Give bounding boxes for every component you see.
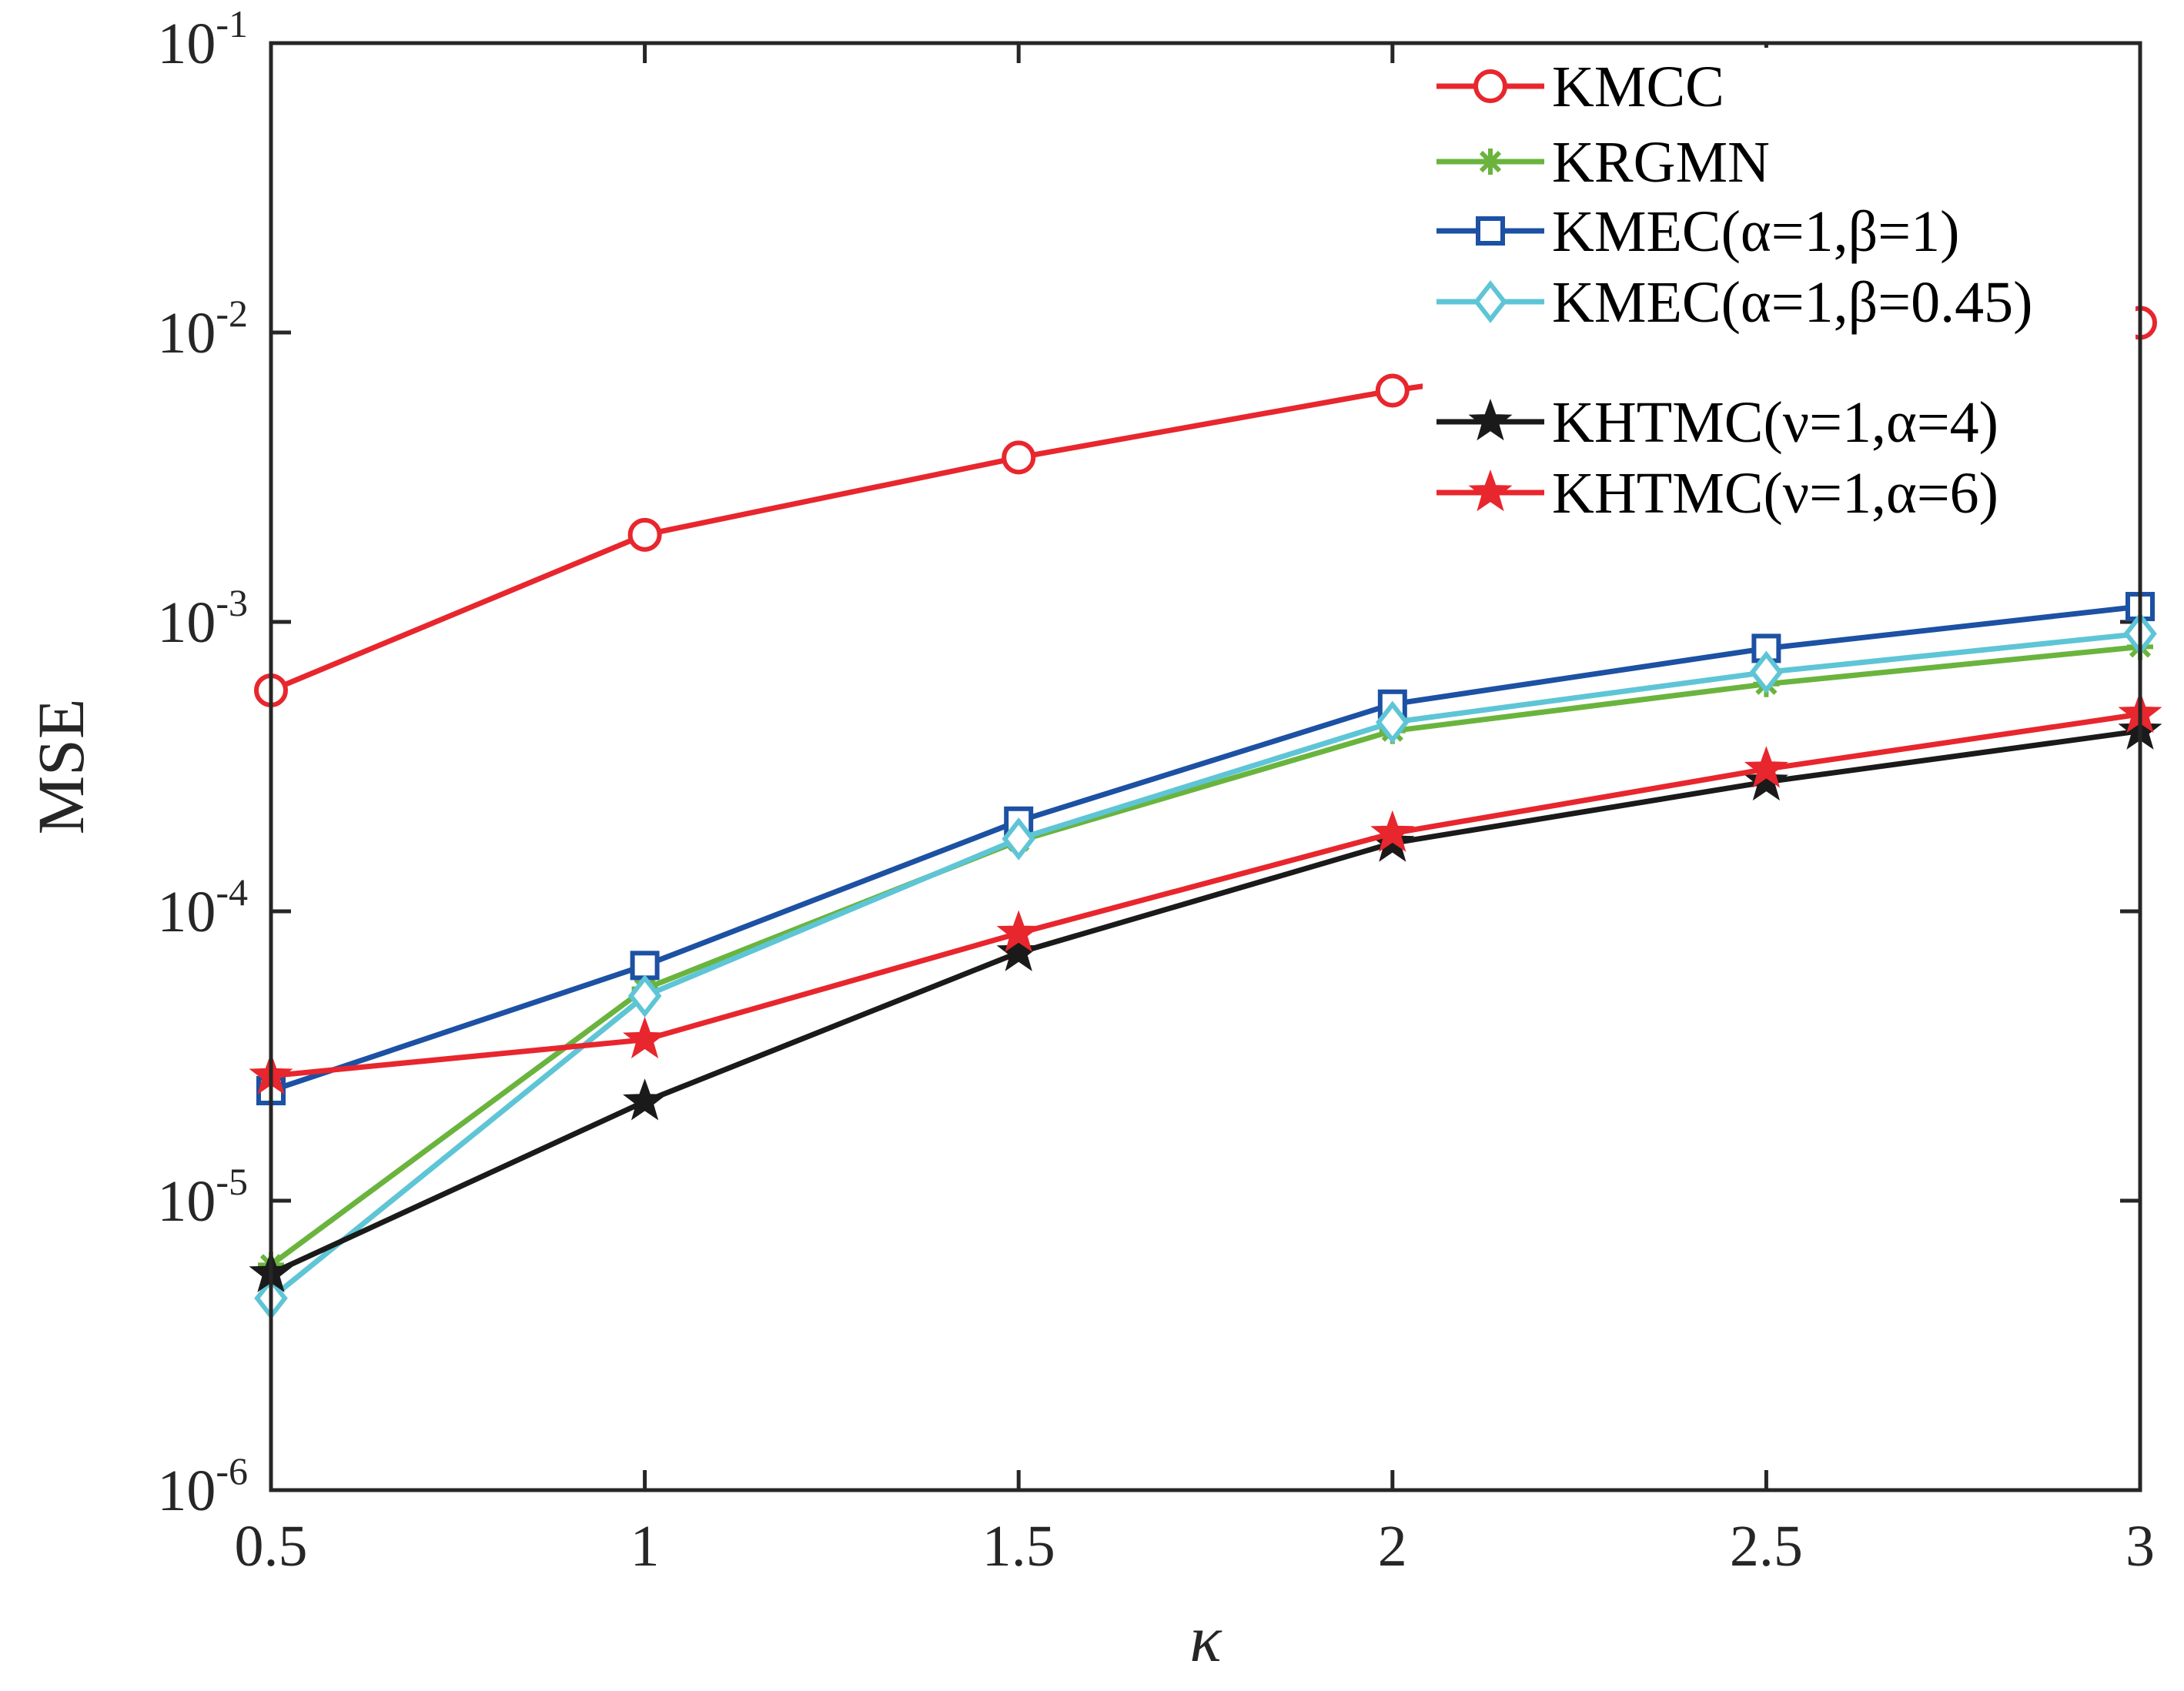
y-tick-base: 10: [157, 1169, 216, 1234]
x-tick-labels: 0.5 1 1.5 2 2.5 3: [235, 1514, 2156, 1579]
y-tick-base: 10: [157, 301, 216, 366]
y-tick-label: 10-3: [157, 581, 248, 655]
x-tick-label: 0.5: [235, 1514, 308, 1579]
y-tick-label: 10-1: [157, 2, 248, 76]
legend-label: KRGMN: [1552, 130, 1770, 195]
data-point-marker: [627, 974, 662, 1018]
x-tick-label: 3: [2125, 1514, 2155, 1579]
series-line: [269, 643, 2141, 1268]
legend-entry: KRGMN: [1436, 130, 1770, 195]
y-tick-label: 10-5: [157, 1160, 248, 1234]
y-tick-label: 10-4: [157, 871, 248, 944]
y-tick-exponent: -3: [216, 581, 248, 624]
y-axis-label: MSE: [24, 699, 98, 835]
y-tick-exponent: -6: [216, 1449, 248, 1492]
y-tick-label: 10-6: [157, 1449, 248, 1523]
legend-marker: [1477, 149, 1503, 175]
data-point-marker: [623, 1016, 667, 1059]
data-point-marker: [1749, 650, 1784, 694]
series-layer: [249, 306, 2162, 1320]
data-point-marker: [1375, 700, 1410, 744]
legend-entry: KHTMC(ν=1,α=6): [1436, 461, 1998, 526]
data-point-marker: [1370, 810, 1415, 852]
y-tick-base: 10: [157, 12, 216, 76]
legend-box: [1423, 48, 2136, 540]
data-point-marker: [1744, 758, 1788, 801]
x-tick-label: 2.5: [1730, 1514, 1803, 1579]
legend-marker: [1476, 216, 1505, 246]
series-line: [269, 603, 2141, 1094]
y-tick-label: 10-2: [157, 292, 248, 366]
legend-label: KHTMC(ν=1,α=6): [1552, 461, 1998, 526]
series-line: [270, 711, 2141, 1079]
x-axis-label: κ: [1189, 1602, 1222, 1676]
y-tick-exponent: -4: [216, 871, 248, 914]
series-line: [269, 728, 2141, 1276]
y-tick-exponent: -1: [216, 2, 248, 45]
legend-label: KHTMC(ν=1,α=4): [1552, 390, 1998, 455]
data-point-marker: [996, 910, 1041, 952]
plot-frame: [269, 41, 2142, 1492]
legend-entry: KMCC: [1436, 55, 1724, 119]
legend-entry: KMEC(α=1,β=0.45): [1436, 270, 2032, 335]
legend-label: KMEC(α=1,β=0.45): [1552, 270, 2032, 335]
data-point-marker: [1744, 746, 1788, 788]
y-tick-base: 10: [157, 880, 216, 944]
data-point-marker: [996, 929, 1041, 971]
legend-entry: KMEC(α=1,β=1): [1436, 199, 1959, 264]
data-point-marker: [627, 517, 662, 552]
legend-marker: [1473, 280, 1507, 323]
y-tick-base: 10: [157, 590, 216, 655]
x-tick-label: 1: [630, 1514, 660, 1579]
data-point-marker: [630, 951, 660, 981]
y-tick-exponent: -5: [216, 1160, 248, 1203]
data-point-marker: [1375, 373, 1410, 408]
legend-marker: [1468, 399, 1513, 441]
legend-label: KMCC: [1552, 55, 1724, 119]
data-point-marker: [1002, 817, 1036, 861]
legend-marker: [1468, 470, 1513, 512]
legend-entry: KHTMC(ν=1,α=4): [1436, 390, 1998, 455]
y-tick-base: 10: [157, 1459, 216, 1523]
data-point-marker: [623, 1078, 667, 1121]
y-tick-exponent: -2: [216, 292, 248, 335]
legend-label: KMEC(α=1,β=1): [1552, 199, 1959, 264]
y-tick-labels: 10-610-510-410-310-210-1: [157, 2, 248, 1523]
legend-marker: [1473, 69, 1507, 103]
x-tick-label: 2: [1378, 1514, 1407, 1579]
x-tick-label: 1.5: [982, 1514, 1055, 1579]
data-point-marker: [1002, 440, 1036, 475]
